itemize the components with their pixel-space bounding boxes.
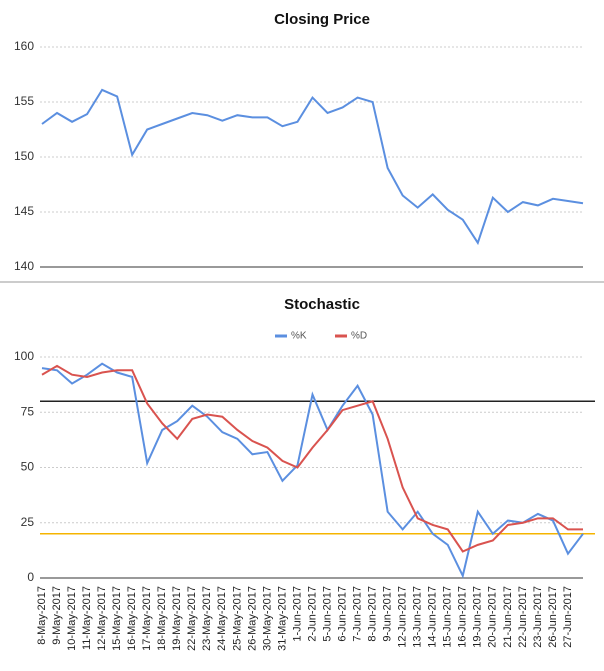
x-tick-label: 16-May-2017 — [126, 586, 138, 651]
x-tick-label: 12-Jun-2017 — [397, 586, 409, 648]
series-line — [41, 364, 583, 553]
legend-label: %K — [291, 331, 307, 342]
x-tick-label: 22-Jun-2017 — [517, 586, 529, 648]
x-tick-label: 30-May-2017 — [261, 586, 273, 651]
y-tick-label: 25 — [21, 515, 35, 529]
x-tick-label: 20-Jun-2017 — [487, 586, 499, 648]
y-tick-label: 75 — [21, 404, 35, 418]
x-tick-label: 26-Jun-2017 — [547, 586, 559, 648]
x-tick-label: 8-May-2017 — [36, 586, 48, 645]
chart-title: Stochastic — [284, 296, 360, 313]
x-tick-label: 23-May-2017 — [201, 586, 213, 651]
y-tick-label: 0 — [27, 570, 34, 584]
chart-title: Closing Price — [274, 11, 370, 28]
x-tick-label: 11-May-2017 — [81, 586, 93, 650]
x-tick-label: 31-May-2017 — [276, 586, 288, 651]
y-tick-label: 50 — [21, 460, 35, 474]
x-tick-label: 16-Jun-2017 — [457, 586, 469, 648]
y-tick-label: 140 — [14, 259, 34, 273]
x-tick-label: 22-May-2017 — [186, 586, 198, 651]
x-tick-label: 5-Jun-2017 — [321, 586, 333, 642]
x-tick-label: 21-Jun-2017 — [502, 586, 514, 648]
y-tick-label: 100 — [14, 349, 34, 363]
series-line — [41, 88, 584, 246]
x-tick-label: 15-May-2017 — [111, 586, 123, 651]
y-tick-label: 155 — [14, 94, 34, 108]
x-tick-label: 27-Jun-2017 — [562, 586, 574, 648]
x-tick-label: 2-Jun-2017 — [306, 586, 318, 642]
x-tick-label: 12-May-2017 — [96, 586, 108, 651]
x-tick-label: 19-Jun-2017 — [472, 586, 484, 648]
x-tick-label: 1-Jun-2017 — [291, 586, 303, 642]
x-tick-label: 15-Jun-2017 — [442, 586, 454, 648]
x-tick-label: 6-Jun-2017 — [336, 586, 348, 642]
series-line — [41, 362, 584, 579]
legend-label: %D — [351, 331, 367, 342]
x-tick-label: 18-May-2017 — [156, 586, 168, 651]
x-tick-label: 19-May-2017 — [171, 586, 183, 651]
x-tick-label: 26-May-2017 — [246, 586, 258, 651]
x-tick-label: 14-Jun-2017 — [427, 586, 439, 648]
y-tick-label: 150 — [14, 149, 34, 163]
x-tick-label: 9-May-2017 — [51, 586, 63, 645]
x-tick-label: 25-May-2017 — [231, 586, 243, 651]
x-tick-label: 10-May-2017 — [66, 586, 78, 651]
y-tick-label: 145 — [14, 204, 34, 218]
x-tick-label: 17-May-2017 — [141, 586, 153, 651]
x-tick-label: 13-Jun-2017 — [412, 586, 424, 648]
x-tick-label: 8-Jun-2017 — [367, 586, 379, 642]
y-tick-label: 160 — [14, 39, 34, 53]
x-tick-label: 7-Jun-2017 — [351, 586, 363, 642]
x-tick-label: 9-Jun-2017 — [382, 586, 394, 642]
x-tick-label: 23-Jun-2017 — [532, 586, 544, 648]
x-tick-label: 24-May-2017 — [216, 586, 228, 651]
